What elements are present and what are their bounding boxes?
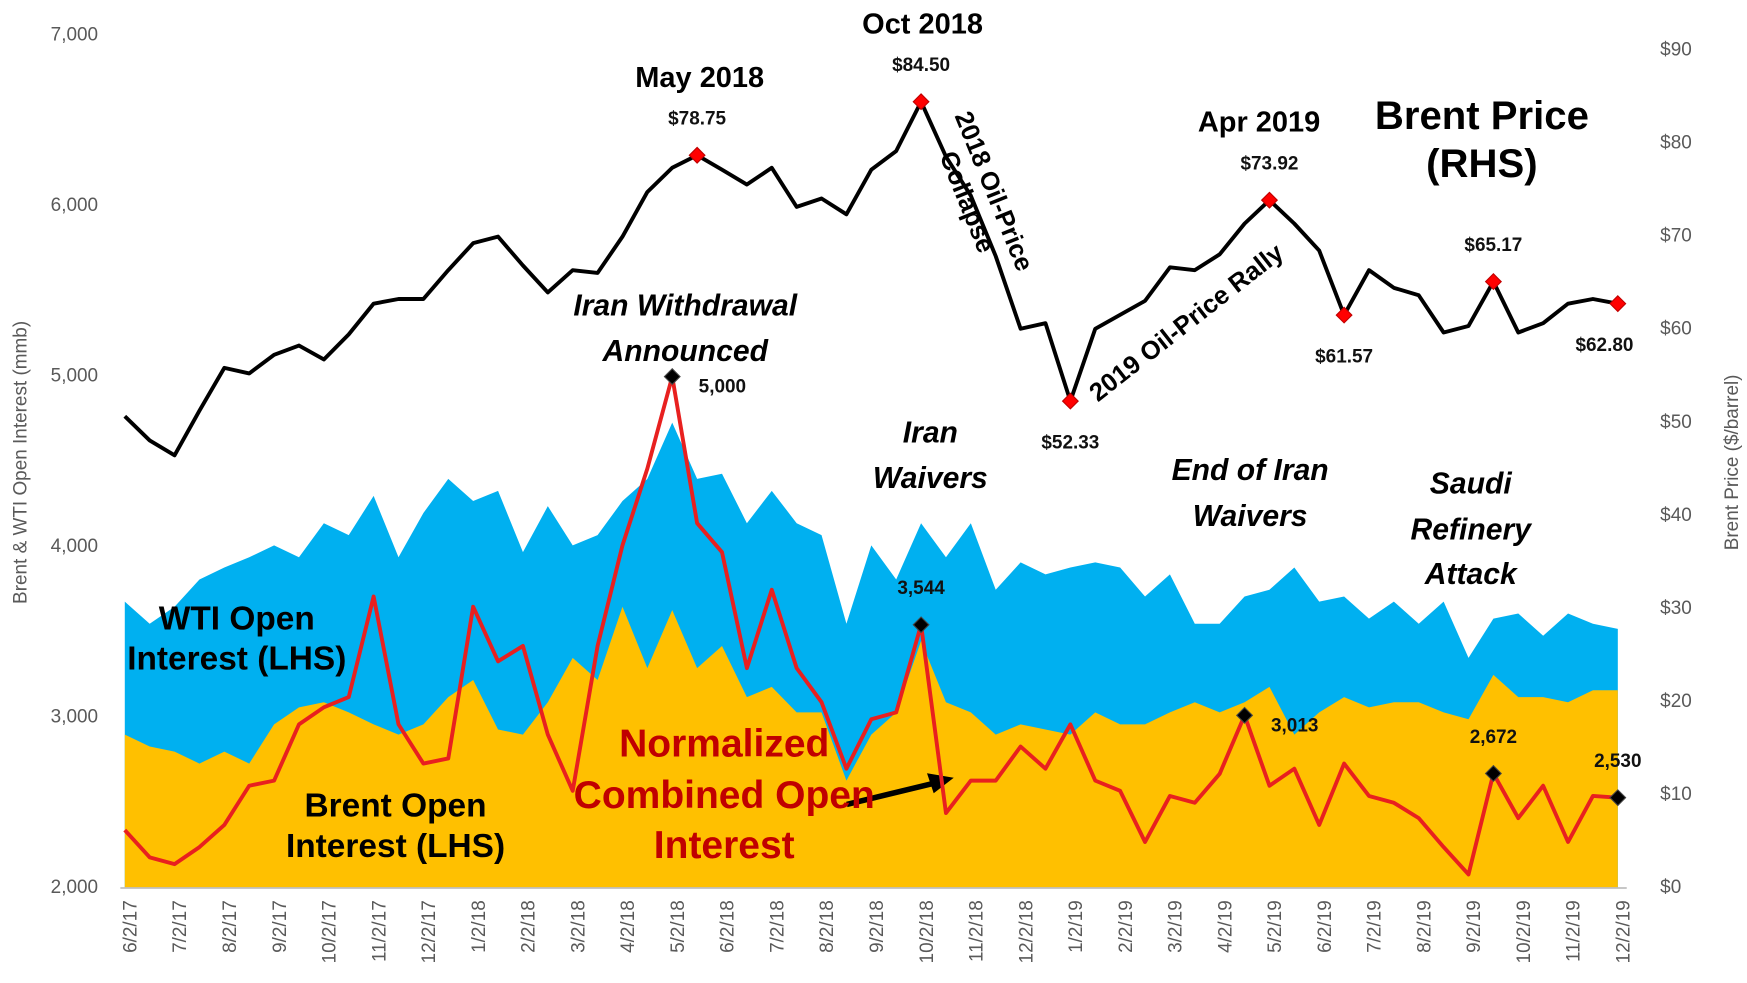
y2-tick-label: $30 — [1660, 598, 1692, 619]
y2-axis-label: Brent Price ($/barrel) — [1722, 375, 1743, 551]
x-tick-label: 3/2/18 — [568, 900, 589, 953]
annotation: Saudi Refinery Attack — [1410, 466, 1531, 591]
y-tick-label: 3,000 — [51, 707, 98, 728]
area — [124, 606, 1618, 889]
y2-tick-label: $40 — [1660, 505, 1692, 526]
x-tick-label: 12/2/18 — [1016, 900, 1037, 963]
x-tick-label: 4/2/19 — [1215, 900, 1236, 953]
data-label: $78.75 — [668, 109, 726, 130]
point-marker — [1609, 295, 1627, 313]
y-tick-label: 4,000 — [51, 536, 98, 557]
x-tick-label: 2/2/18 — [519, 900, 540, 953]
x-tick-label: 11/2/19 — [1564, 900, 1585, 962]
data-label: $61.57 — [1315, 346, 1373, 367]
y-axis-label: Brent & WTI Open Interest (mmb) — [11, 321, 32, 604]
x-tick-label: 6/2/18 — [718, 900, 739, 953]
point-marker — [1335, 306, 1353, 324]
point-marker — [1260, 191, 1279, 209]
x-tick-label: 5/2/19 — [1265, 900, 1286, 953]
x-tick-label: 11/2/18 — [967, 900, 988, 962]
x-tick-label: 10/2/19 — [1514, 900, 1535, 963]
x-tick-label: 7/2/17 — [170, 900, 191, 953]
point-marker — [912, 616, 930, 634]
x-tick-label: 1/2/19 — [1066, 900, 1087, 953]
x-tick-label: 6/2/17 — [120, 900, 141, 953]
y2-tick-label: $50 — [1660, 412, 1692, 433]
point-marker — [688, 146, 706, 164]
series-label: Brent Open Interest (LHS) — [285, 787, 506, 865]
annotation: Oct 2018 — [862, 6, 983, 41]
data-label: 5,000 — [699, 377, 746, 398]
x-tick-label: 5/2/18 — [668, 900, 689, 953]
y2-tick-label: $60 — [1660, 319, 1692, 340]
x-tick-label: 7/2/19 — [1365, 900, 1386, 953]
x-tick-label: 9/2/18 — [867, 900, 888, 953]
data-label: $52.33 — [1041, 432, 1099, 453]
data-label: 2,530 — [1594, 751, 1641, 772]
point-marker — [663, 368, 681, 386]
y-tick-label: 2,000 — [51, 877, 98, 898]
y-tick-label: 6,000 — [51, 195, 98, 216]
y2-tick-label: $20 — [1660, 691, 1692, 712]
x-tick-label: 7/2/18 — [767, 900, 788, 953]
x-tick-label: 3/2/19 — [1166, 900, 1187, 953]
x-tick-label: 8/2/17 — [220, 900, 241, 953]
x-tick-label: 4/2/18 — [618, 900, 639, 953]
point-marker — [1235, 706, 1254, 724]
x-tick-label: 9/2/17 — [270, 900, 291, 953]
line — [123, 99, 1619, 458]
x-tick-label: 12/2/19 — [1614, 900, 1635, 963]
annotation: May 2018 — [635, 60, 765, 94]
y-tick-label: 5,000 — [51, 366, 98, 387]
annotation: Iran Waivers — [872, 415, 988, 495]
series-label: Brent Price (RHS) — [1374, 92, 1589, 187]
y2-tick-label: $90 — [1660, 40, 1692, 61]
data-label: $62.80 — [1575, 335, 1633, 356]
x-tick-label: 12/2/17 — [419, 900, 440, 963]
line — [123, 374, 1618, 877]
y2-tick-label: $0 — [1660, 877, 1681, 898]
y2-tick-label: $70 — [1660, 226, 1692, 247]
x-tick-label: 10/2/17 — [320, 900, 341, 963]
annotation: Apr 2019 — [1197, 104, 1321, 139]
x-tick-label: 1/2/18 — [469, 900, 490, 953]
data-label: 2,672 — [1470, 727, 1517, 748]
point-marker — [1061, 392, 1079, 410]
x-tick-label: 6/2/19 — [1315, 900, 1336, 953]
data-label: $65.17 — [1464, 235, 1522, 256]
annotation: Iran Withdrawal Announced — [573, 288, 798, 368]
x-tick-label: 2/2/19 — [1116, 900, 1137, 953]
point-marker — [912, 93, 930, 111]
areas — [124, 422, 1618, 889]
y-tick-label: 7,000 — [51, 25, 98, 46]
x-tick-label: 8/2/19 — [1414, 900, 1435, 953]
point-marker — [1609, 789, 1627, 807]
data-label: $73.92 — [1240, 154, 1298, 175]
x-tick-label: 9/2/19 — [1464, 900, 1485, 953]
point-marker — [1484, 273, 1502, 291]
series-label: WTI Open Interest (LHS) — [127, 600, 347, 678]
x-tick-label: 11/2/17 — [369, 900, 390, 962]
point-marker — [1484, 764, 1502, 783]
y2-tick-label: $80 — [1660, 133, 1692, 154]
data-label: 3,013 — [1271, 715, 1318, 736]
x-tick-label: 8/2/18 — [817, 900, 838, 953]
data-label: 3,544 — [897, 578, 945, 599]
y2-tick-label: $10 — [1660, 784, 1692, 805]
x-tick-label: 10/2/18 — [917, 900, 938, 963]
annotation: End of Iran Waivers — [1171, 453, 1329, 533]
series-label: Normalized Combined Open Interest — [573, 722, 875, 867]
data-label: $84.50 — [892, 55, 950, 76]
